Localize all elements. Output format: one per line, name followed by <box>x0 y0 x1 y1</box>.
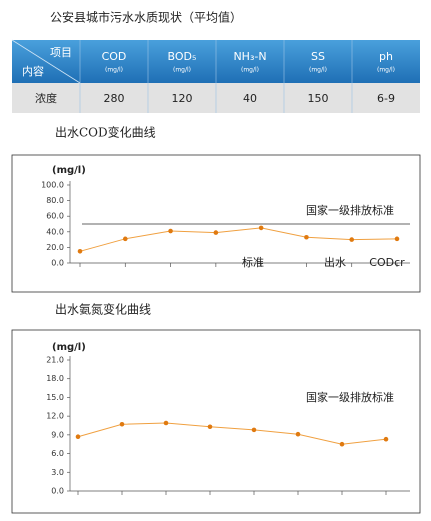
data-point <box>75 434 81 440</box>
data-point <box>304 234 309 240</box>
reference-label: 国家一级排放标准 <box>306 203 394 217</box>
data-point <box>77 249 83 254</box>
chart-frame <box>11 154 421 293</box>
data-point <box>394 236 400 242</box>
annotation: CODcr <box>369 256 405 269</box>
annotation: 出水 <box>324 255 346 269</box>
y-tick-label: 9.0 <box>51 430 64 439</box>
data-point <box>207 424 213 430</box>
data-point <box>213 230 219 235</box>
data-point <box>349 237 355 242</box>
y-tick-label: 6.0 <box>51 449 64 458</box>
y-tick-label: 15.0 <box>46 393 64 402</box>
chart-title: 出水COD变化曲线 <box>55 125 156 140</box>
column-unit: (mg/l) <box>105 67 123 74</box>
annotation: 国家一级排放标准 <box>306 390 394 404</box>
table-cell: 6-9 <box>377 92 395 105</box>
corner-diagonal <box>11 39 81 84</box>
column-unit: (mg/l) <box>309 67 327 74</box>
y-tick-label: 20.0 <box>46 243 64 252</box>
data-point <box>251 427 257 433</box>
column-name: NH₃-N <box>233 50 266 63</box>
page-title: 公安县城市污水水质现状（平均值） <box>50 10 242 25</box>
corner-bottom: 内容 <box>22 64 44 78</box>
table-cell: 150 <box>308 92 329 105</box>
column-name: SS <box>311 50 325 63</box>
y-tick-label: 80.0 <box>46 196 64 205</box>
column-unit: (mg/l) <box>241 67 259 74</box>
y-tick-label: 0.0 <box>51 487 64 496</box>
column-name: BOD₅ <box>168 50 197 63</box>
data-point <box>122 236 128 242</box>
table-cell: 280 <box>104 92 125 105</box>
y-tick-label: 3.0 <box>51 468 64 477</box>
column-unit: (mg/l) <box>377 67 395 74</box>
y-axis-label: (mg/l) <box>52 165 86 176</box>
table-cell: 40 <box>243 92 257 105</box>
data-point <box>119 421 125 427</box>
column-unit: (mg/l) <box>173 67 191 74</box>
data-point <box>258 225 264 231</box>
data-point <box>339 441 345 447</box>
y-tick-label: 40.0 <box>46 227 64 236</box>
y-tick-label: 100.0 <box>41 181 64 190</box>
y-axis-label: (mg/l) <box>52 342 86 353</box>
data-point <box>168 228 173 234</box>
y-tick-label: 21.0 <box>46 356 64 365</box>
data-point <box>383 436 389 442</box>
data-point <box>163 420 169 426</box>
annotation: 标准 <box>242 255 264 269</box>
table-cell: 浓度 <box>35 91 57 105</box>
chart-frame <box>11 329 421 514</box>
data-line <box>77 422 387 445</box>
table-cell: 120 <box>172 92 193 105</box>
y-tick-label: 60.0 <box>46 212 64 221</box>
corner-top: 项目 <box>50 46 72 59</box>
data-line <box>79 227 398 252</box>
column-name: COD <box>102 50 127 63</box>
y-tick-label: 18.0 <box>46 374 64 383</box>
y-tick-label: 12.0 <box>46 412 64 421</box>
column-name: ph <box>379 50 393 63</box>
data-point <box>295 431 301 437</box>
y-tick-label: 0.0 <box>51 259 64 268</box>
chart-title: 出水氨氮变化曲线 <box>55 302 151 317</box>
